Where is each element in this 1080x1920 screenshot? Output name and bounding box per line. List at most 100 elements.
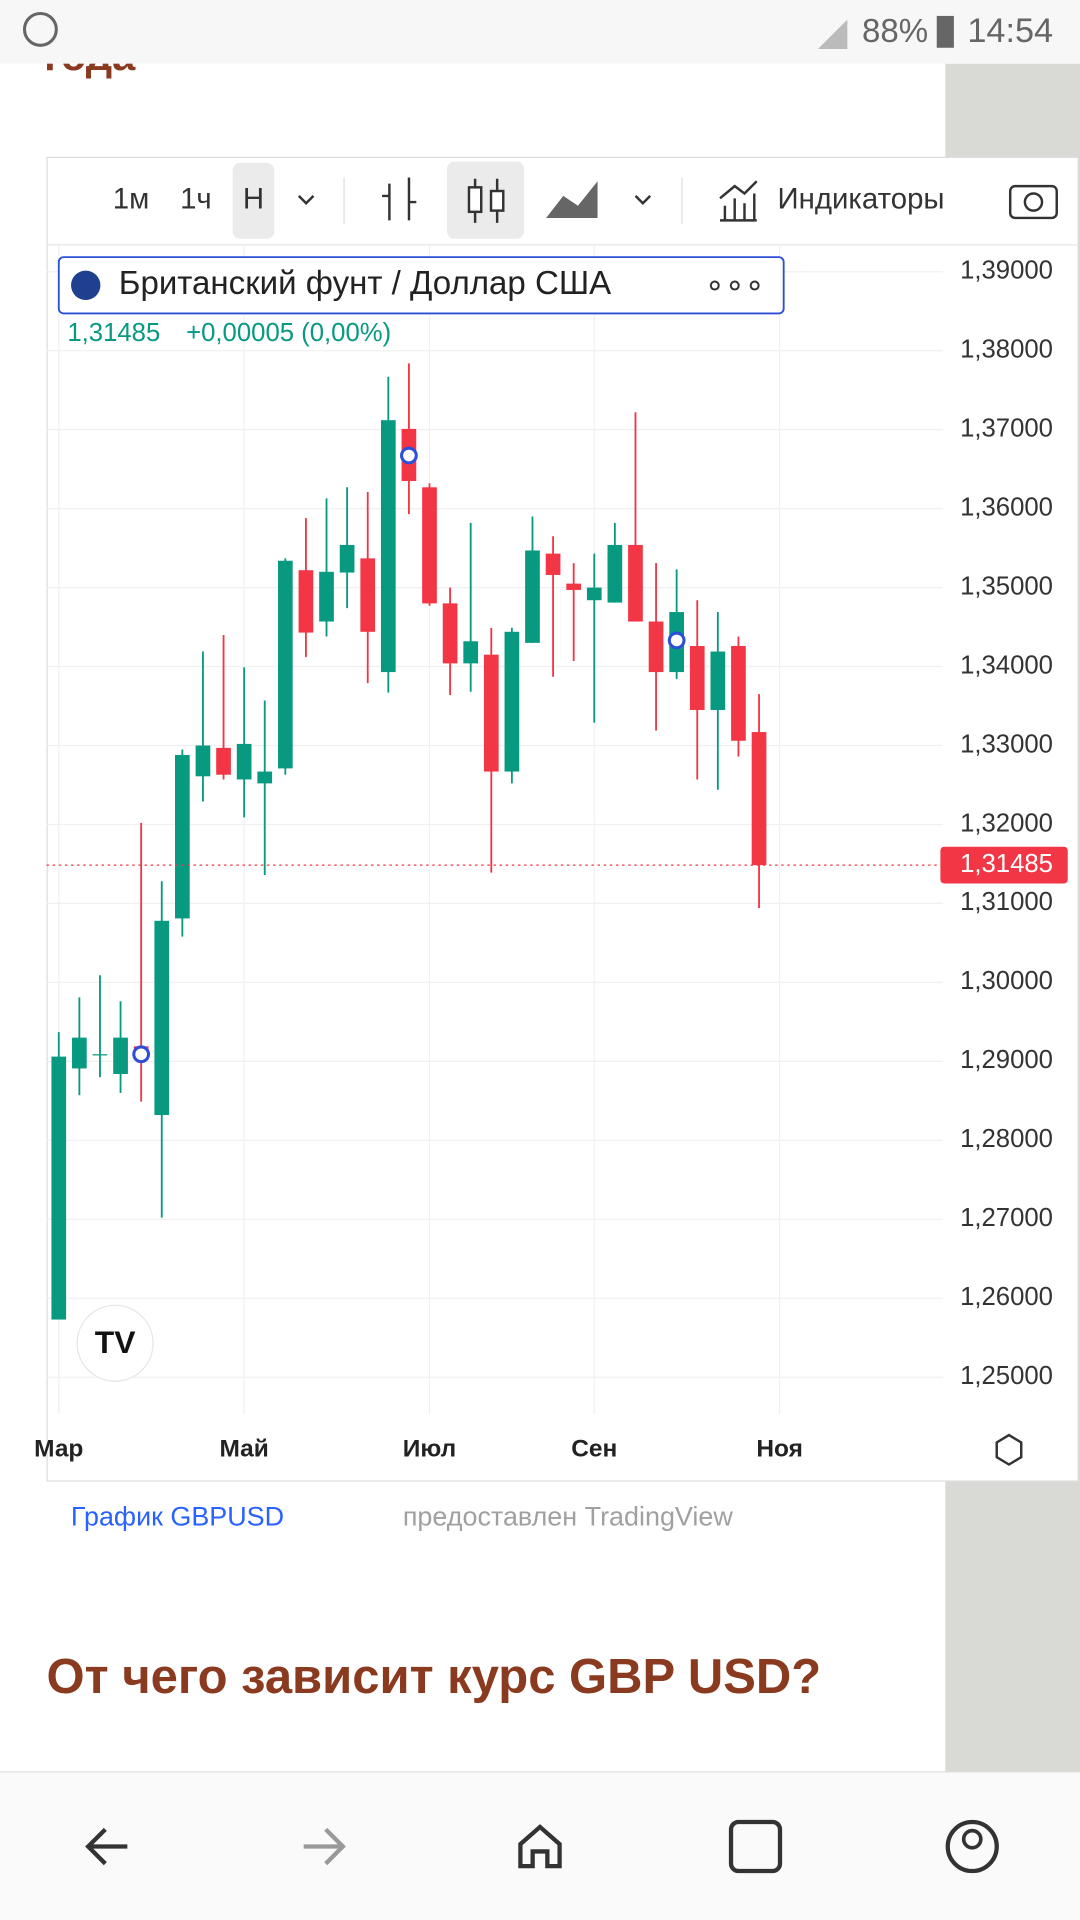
indicators[interactable]: Индикаторы [778,183,945,216]
candle-body [175,754,190,919]
x-tick-label: Сен [571,1435,617,1462]
candle-body [236,743,252,780]
y-tick-label: 1,38000 [960,336,1053,364]
candle-body [154,920,170,1116]
y-tick-label: 1,34000 [960,651,1053,679]
y-tick-label: 1,28000 [960,1125,1053,1153]
tv-logo-mark: TV [95,1324,136,1360]
y-tick-label: 1,35000 [960,572,1053,600]
caption-link[interactable]: График GBPUSD [71,1501,284,1531]
status-bar [0,0,1080,64]
active-interval[interactable] [232,162,275,239]
y-tick-label: 1,32000 [960,809,1053,837]
battery: 88% [862,13,928,50]
profile-button[interactable] [945,1819,999,1874]
candle-body [710,651,726,710]
y-tick-label: 1,39000 [960,257,1053,285]
y-tick-label: 1,30000 [960,967,1053,995]
candle-body [689,646,705,710]
nav-bar [0,1771,1080,1920]
last-price-label: 1,31485 [960,850,1053,878]
tabs-button[interactable] [728,1819,783,1874]
candle-body [298,570,314,633]
candle-body [566,583,582,590]
home-button[interactable] [518,1824,562,1869]
camera-lens [1023,192,1044,212]
dropdown-icon[interactable] [297,195,315,205]
legend-box[interactable] [57,256,785,315]
forward-button[interactable] [303,1827,346,1866]
candle-body [545,553,561,575]
candle-body [113,1037,128,1074]
indicators-icon[interactable] [719,180,758,222]
candle-body [339,544,355,573]
signal-icon [817,19,848,49]
time: 14:54 [967,12,1053,50]
candle-body [72,1037,87,1069]
candle-body [586,587,602,601]
candle-body [504,631,520,772]
interval[interactable]: Н [243,183,264,216]
interval[interactable]: 1ч [180,183,212,216]
candle-body [751,732,767,866]
battery-icon [936,15,954,48]
x-tick-label: Май [219,1435,268,1462]
legend-price: 1,31485 [67,319,160,347]
tv-logo[interactable] [76,1304,154,1382]
y-tick-label: 1,26000 [960,1283,1053,1311]
chart-box [46,156,1079,1482]
candle-body [257,771,273,784]
caption-text: предоставлен TradingView [403,1501,733,1531]
candle-body [195,745,211,777]
candle-body [216,747,231,775]
y-tick-label: 1,37000 [960,414,1053,442]
candle-body [525,550,540,643]
y-tick-label: 1,31000 [960,888,1053,916]
candle-body [360,558,376,632]
y-tick-label: 1,36000 [960,493,1053,521]
event-marker [667,631,686,650]
article-heading: От чего зависит курс GBP USD? [47,1650,822,1704]
camera-icon[interactable] [1008,184,1058,220]
bars-icon[interactable] [382,177,417,221]
candle-body [731,646,746,741]
candle-body [483,654,499,772]
candle-body [442,603,458,664]
more-icon[interactable]: ∘∘∘ [705,267,765,303]
last-price-badge [940,846,1068,884]
dropdown-icon[interactable] [634,195,652,205]
x-tick-label: Ноя [756,1435,803,1462]
profile-head [961,1828,983,1850]
x-tick-label: Мар [34,1435,83,1462]
y-tick-label: 1,29000 [960,1046,1053,1074]
x-tick-label: Июл [403,1435,456,1462]
interval[interactable]: 1м [113,183,150,216]
candle-body [422,487,437,604]
active-chart-type[interactable] [446,161,525,239]
candle-body [319,571,334,622]
legend-title: Британский фунт / Доллар США [119,265,611,302]
y-tick-label: 1,33000 [960,730,1053,758]
candle-body [607,544,623,603]
area-icon[interactable] [546,181,598,218]
candles-icon-body [467,186,483,214]
event-marker [132,1045,151,1064]
back-button[interactable] [85,1827,128,1866]
event-marker [400,446,418,465]
candle-body [51,1056,67,1320]
settings-icon[interactable] [995,1433,1023,1466]
y-tick-label: 1,25000 [960,1362,1053,1390]
legend-change: +0,00005 (0,00%) [186,319,391,347]
candles-icon-body [489,189,505,212]
candle-body [463,641,479,664]
flag-icon [71,270,101,300]
candle-body [380,420,396,673]
y-tick-label: 1,27000 [960,1204,1053,1232]
candle-body [92,1054,108,1056]
candle-body [277,560,293,769]
candle-body [648,621,664,673]
viber-icon [22,11,58,47]
candle-body [628,544,643,622]
